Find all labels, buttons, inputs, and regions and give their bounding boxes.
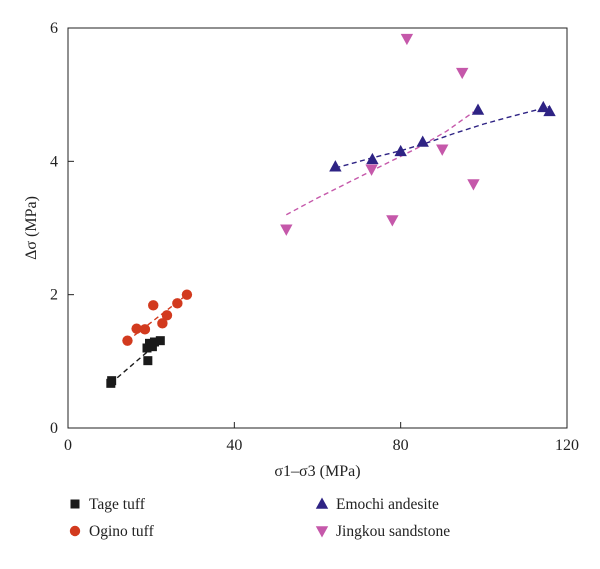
- x-axis-label: σ1–σ3 (MPa): [274, 463, 360, 480]
- jingkou-sandstone-point: [467, 179, 480, 191]
- y-tick-label: 4: [50, 153, 58, 170]
- legend-emochi-andesite-label: Emochi andesite: [336, 496, 439, 513]
- ogino-tuff-point: [181, 289, 193, 300]
- jingkou-sandstone-trend-line: [285, 111, 474, 216]
- emochi-andesite-point: [329, 160, 342, 172]
- ogino-tuff-point: [139, 324, 151, 335]
- legend-jingkou-sandstone-marker: [315, 526, 329, 538]
- ogino-tuff-point: [148, 300, 159, 311]
- jingkou-sandstone-point: [400, 33, 414, 46]
- y-tick-label: 2: [50, 287, 58, 304]
- emochi-andesite-point: [471, 103, 485, 115]
- tage-tuff-point: [143, 356, 153, 366]
- tage-tuff-point: [107, 376, 117, 386]
- emochi-andesite-point: [543, 104, 556, 117]
- legend-tage-tuff-marker: [70, 499, 80, 509]
- x-tick-label: 120: [555, 437, 579, 454]
- tage-tuff-point: [149, 337, 159, 347]
- jingkou-sandstone-point: [456, 67, 469, 80]
- legend-ogino-tuff-marker: [69, 525, 81, 537]
- jingkou-sandstone-point: [365, 164, 378, 176]
- ogino-tuff-point: [131, 323, 142, 334]
- legend-jingkou-sandstone-label: Jingkou sandstone: [336, 523, 450, 540]
- x-tick-label: 40: [226, 437, 242, 454]
- jingkou-sandstone-point: [280, 224, 293, 236]
- emochi-andesite-trend-line: [335, 106, 550, 169]
- emochi-andesite-point: [366, 152, 379, 165]
- legend-ogino-tuff-label: Ogino tuff: [89, 523, 155, 540]
- jingkou-sandstone-point: [386, 215, 399, 227]
- tage-tuff-point: [142, 343, 152, 353]
- y-axis-label: Δσ (MPa): [23, 196, 40, 260]
- emochi-andesite-point: [416, 135, 429, 147]
- ogino-tuff-point: [122, 335, 133, 346]
- y-tick-label: 6: [50, 20, 58, 37]
- emochi-andesite-point: [537, 100, 550, 113]
- ogino-tuff-point: [172, 298, 183, 309]
- legend: Tage tuff Ogino tuff Emochi andesite Jingko…: [69, 496, 450, 540]
- ogino-tuff-point: [161, 310, 173, 321]
- tage-tuff-point: [147, 342, 157, 352]
- emochi-andesite-point: [394, 144, 407, 157]
- plot-area: 0 40 80 120 0 2 4 6 σ1–σ3 (MPa) Δσ (MPa): [23, 20, 579, 480]
- legend-tage-tuff-label: Tage tuff: [89, 496, 146, 513]
- x-tick-label: 80: [393, 437, 409, 454]
- plot-frame: [67, 27, 568, 429]
- legend-emochi-andesite-marker: [315, 497, 329, 509]
- jingkou-sandstone-point: [436, 144, 449, 156]
- ogino-tuff-point: [157, 318, 168, 329]
- tage-tuff-point: [155, 336, 165, 346]
- x-tick-label: 0: [64, 437, 72, 454]
- y-tick-label: 0: [50, 420, 58, 437]
